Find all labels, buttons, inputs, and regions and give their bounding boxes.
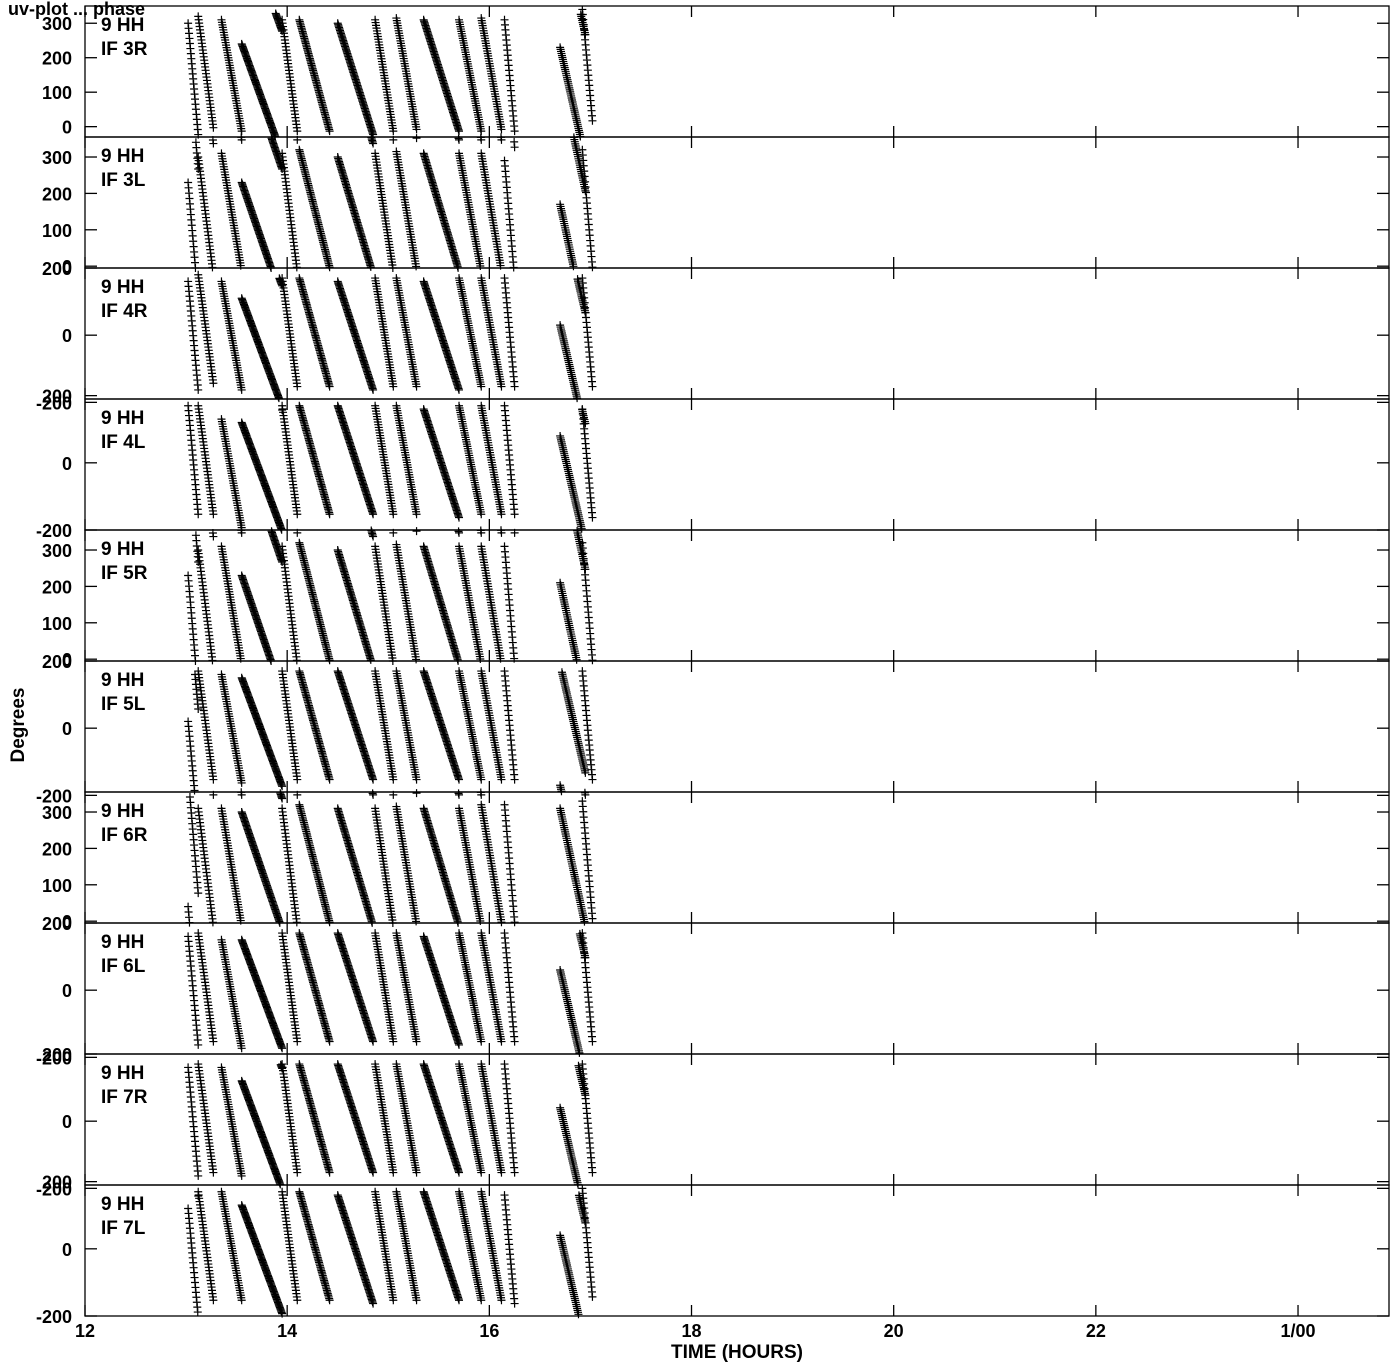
- data-point: [208, 918, 217, 927]
- panel-baseline-label: 9 HH: [101, 15, 144, 36]
- y-tick-label: 200: [42, 577, 72, 597]
- panel-if-3r: 0 100 200 300 9 HH IF 3R: [42, 5, 1390, 141]
- y-tick-label: 200: [42, 49, 72, 69]
- y-tick-label: 200: [42, 259, 72, 279]
- y-tick-label: 300: [42, 803, 72, 823]
- panel-if-4l: -200 0 200 9 HH IF 4L: [36, 387, 1390, 541]
- data-point: [569, 262, 578, 271]
- data-point: [190, 786, 199, 795]
- panel-baseline-label: 9 HH: [101, 670, 144, 691]
- y-tick-label: 0: [62, 118, 72, 138]
- data-point: [572, 655, 581, 664]
- panel-stokes-label: IF 4R: [101, 301, 148, 322]
- y-tick-label: 100: [42, 221, 72, 241]
- panel-stokes-label: IF 6R: [101, 825, 148, 846]
- y-tick-label: 200: [42, 839, 72, 859]
- data-point: [293, 127, 302, 136]
- data-point: [412, 125, 421, 134]
- panel-baseline-label: 9 HH: [101, 408, 144, 429]
- y-tick-label: 300: [42, 14, 72, 34]
- data-point: [455, 127, 464, 136]
- data-point: [573, 394, 582, 403]
- data-point: [588, 656, 597, 665]
- data-point: [588, 263, 597, 272]
- data-point: [292, 918, 301, 927]
- data-point: [557, 787, 566, 796]
- header-text: uv-plot ... phase: [8, 0, 145, 19]
- y-tick-label: 100: [42, 876, 72, 896]
- data-point: [292, 656, 301, 665]
- data-point: [389, 127, 398, 136]
- y-tick-label: 0: [62, 257, 72, 277]
- panel-stokes-label: IF 4L: [101, 432, 146, 453]
- data-point: [588, 116, 597, 125]
- panel-baseline-label: 9 HH: [101, 277, 144, 298]
- data-point: [293, 135, 302, 144]
- data-point: [237, 135, 246, 144]
- data-point: [209, 123, 218, 132]
- data-point: [366, 262, 375, 271]
- y-tick-label: 300: [42, 541, 72, 561]
- panel-baseline-label: 9 HH: [101, 539, 144, 560]
- data-point: [510, 775, 519, 784]
- y-tick-label: 100: [42, 614, 72, 634]
- data-point: [325, 656, 334, 665]
- data-point: [209, 139, 218, 148]
- y-tick-label: 0: [62, 326, 72, 346]
- y-tick-label: 100: [42, 83, 72, 103]
- panel-baseline-label: 9 HH: [101, 146, 144, 167]
- panel-stokes-label: IF 3L: [101, 170, 146, 191]
- y-tick-label: 0: [62, 719, 72, 739]
- data-point: [588, 775, 597, 784]
- data-point: [510, 382, 519, 391]
- data-point: [412, 134, 421, 143]
- data-point: [325, 127, 334, 136]
- data-point: [412, 527, 421, 536]
- panel-stokes-label: IF 5R: [101, 563, 148, 584]
- data-point: [510, 510, 519, 519]
- data-point: [194, 510, 203, 519]
- data-point: [209, 532, 218, 541]
- data-point: [194, 705, 203, 714]
- panel-stokes-label: IF 3R: [101, 39, 148, 60]
- data-point: [194, 889, 203, 898]
- data-point: [292, 263, 301, 272]
- data-point: [510, 127, 519, 136]
- y-tick-label: 200: [42, 652, 72, 672]
- data-point: [510, 143, 519, 152]
- data-point: [194, 385, 203, 394]
- y-tick-label: -200: [36, 521, 72, 541]
- data-point: [588, 382, 597, 391]
- data-point: [369, 139, 378, 148]
- y-tick-label: 200: [42, 387, 72, 407]
- panel-baseline-label: 9 HH: [101, 801, 144, 822]
- panel-stokes-label: IF 5L: [101, 694, 146, 715]
- data-point: [588, 513, 597, 522]
- y-tick-label: 300: [42, 148, 72, 168]
- panel-if-3l: 0 100 200 300 9 HH IF 3L: [42, 133, 1390, 277]
- data-point: [389, 135, 398, 144]
- panel-stack: 0 100 200 300 9 HH IF 3R 0 100 200 300 9 HH IF 3L -2…: [36, 5, 1390, 1327]
- y-tick-label: 0: [62, 454, 72, 474]
- y-tick-label: 200: [42, 184, 72, 204]
- data-point: [497, 125, 506, 134]
- data-point: [325, 918, 334, 927]
- data-point: [577, 524, 586, 533]
- data-point: [325, 263, 334, 272]
